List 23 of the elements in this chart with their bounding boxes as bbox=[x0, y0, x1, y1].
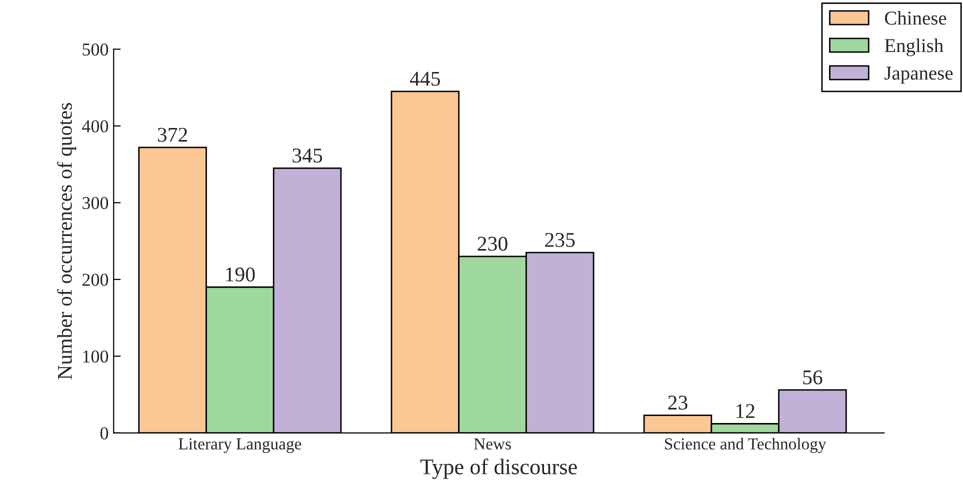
data-label: 372 bbox=[158, 128, 188, 142]
legend-label: Japanese bbox=[884, 66, 953, 84]
x-tick-label: Literary Language bbox=[178, 438, 302, 453]
data-label: 23 bbox=[668, 396, 688, 410]
data-label: 56 bbox=[803, 370, 822, 384]
data-label: 190 bbox=[226, 267, 255, 282]
y-axis-title: Number of occurrences of quotes bbox=[57, 103, 76, 380]
y-tick-label: 500 bbox=[82, 43, 108, 56]
x-axis-title: Type of discourse bbox=[420, 458, 577, 479]
data-label: 12 bbox=[736, 404, 754, 418]
data-label: 445 bbox=[410, 72, 440, 86]
x-tick-label: News bbox=[474, 438, 511, 450]
data-label: 345 bbox=[292, 148, 322, 163]
y-tick-label: 100 bbox=[83, 350, 108, 363]
y-tick-label: 0 bbox=[100, 427, 108, 440]
data-label: 235 bbox=[545, 232, 575, 247]
legend-label: Chinese bbox=[884, 11, 946, 25]
y-tick-label: 300 bbox=[82, 196, 108, 210]
legend-label: English bbox=[884, 38, 944, 56]
x-tick-label: Science and Technology bbox=[665, 438, 826, 453]
y-tick-label: 400 bbox=[82, 120, 108, 132]
data-label: 230 bbox=[478, 236, 508, 251]
y-tick-label: 200 bbox=[82, 274, 108, 286]
